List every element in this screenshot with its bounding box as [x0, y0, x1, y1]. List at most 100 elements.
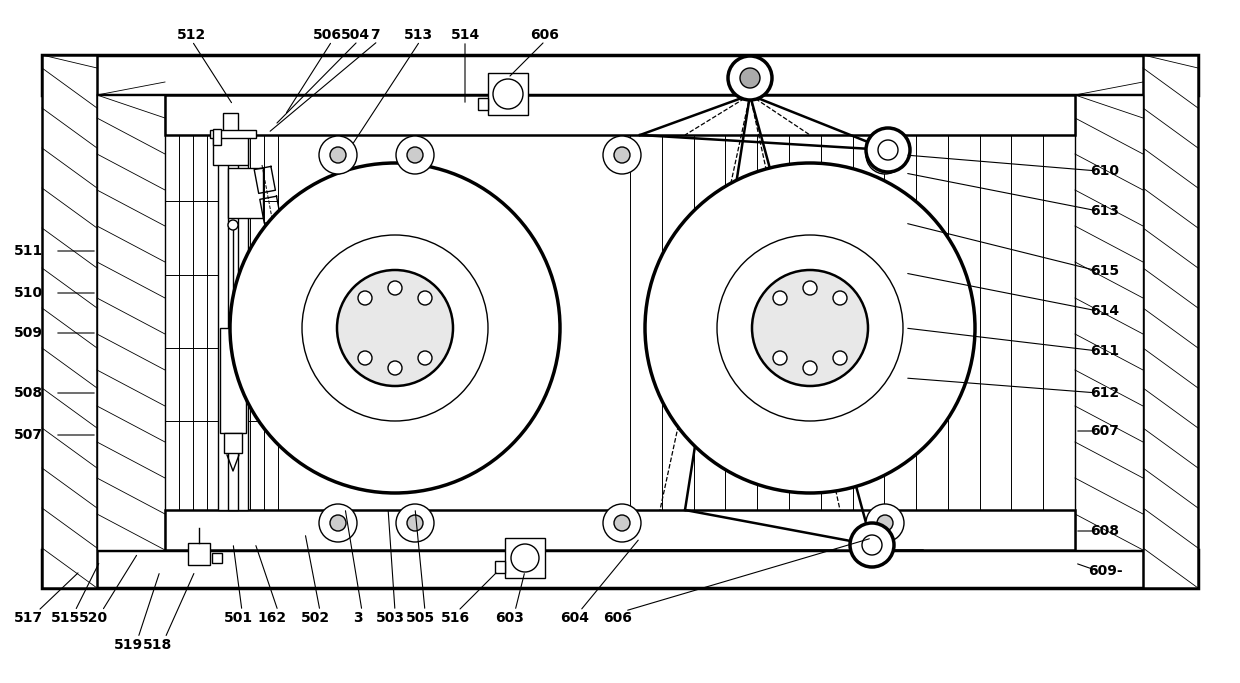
Text: 608: 608 [1090, 524, 1120, 538]
Text: 609-: 609- [1087, 564, 1122, 578]
Circle shape [511, 544, 539, 572]
Circle shape [833, 351, 847, 365]
Circle shape [494, 79, 523, 109]
Bar [739, 78, 761, 95]
Circle shape [877, 147, 893, 163]
Circle shape [862, 535, 882, 555]
Circle shape [866, 128, 910, 172]
Bar [97, 95, 165, 550]
Bar [213, 129, 221, 145]
Bar [210, 130, 255, 138]
Text: 504: 504 [341, 28, 370, 42]
Circle shape [396, 504, 434, 542]
Bar [1143, 55, 1198, 588]
Bar [223, 113, 238, 135]
Text: 506: 506 [312, 28, 341, 42]
Circle shape [303, 235, 489, 421]
Circle shape [358, 351, 372, 365]
Text: 604: 604 [560, 611, 589, 625]
Bar [42, 55, 97, 588]
Bar [188, 543, 210, 565]
Text: 7: 7 [371, 28, 379, 42]
Circle shape [418, 291, 432, 305]
Circle shape [228, 220, 238, 230]
Text: 510: 510 [14, 286, 42, 300]
Circle shape [407, 147, 423, 163]
Circle shape [603, 136, 641, 174]
Text: 509: 509 [14, 326, 42, 340]
Bar [42, 550, 1198, 588]
Text: 512: 512 [177, 28, 207, 42]
Circle shape [773, 291, 787, 305]
Text: 612: 612 [1090, 386, 1120, 400]
Circle shape [614, 515, 630, 531]
Text: 505: 505 [405, 611, 434, 625]
Bar [228, 135, 238, 510]
Text: 514: 514 [450, 28, 480, 42]
Circle shape [388, 361, 402, 375]
Text: 606: 606 [604, 611, 632, 625]
Text: 513: 513 [403, 28, 433, 42]
Bar [42, 55, 1198, 95]
Bar [165, 95, 1075, 135]
Circle shape [396, 136, 434, 174]
Text: 511: 511 [14, 244, 42, 258]
Circle shape [717, 235, 903, 421]
Text: 502: 502 [300, 611, 330, 625]
Bar [505, 538, 546, 578]
Text: 613: 613 [1090, 204, 1120, 218]
Bar [489, 73, 528, 115]
Circle shape [849, 523, 894, 567]
Text: 611: 611 [1090, 344, 1120, 358]
Circle shape [407, 515, 423, 531]
Bar [495, 561, 505, 573]
Text: 603: 603 [496, 611, 525, 625]
Circle shape [877, 515, 893, 531]
Bar [165, 510, 1075, 550]
Circle shape [330, 147, 346, 163]
Text: 516: 516 [440, 611, 470, 625]
Text: 520: 520 [78, 611, 108, 625]
Circle shape [603, 504, 641, 542]
Bar [477, 98, 489, 110]
Circle shape [358, 291, 372, 305]
Text: 610: 610 [1090, 164, 1120, 178]
Circle shape [833, 291, 847, 305]
Bar [182, 516, 241, 571]
Circle shape [804, 361, 817, 375]
Bar [224, 433, 242, 453]
Circle shape [388, 281, 402, 295]
Circle shape [319, 136, 357, 174]
Text: 3: 3 [353, 611, 363, 625]
Circle shape [866, 504, 904, 542]
Bar [228, 168, 263, 218]
Circle shape [319, 504, 357, 542]
Bar [1075, 95, 1143, 550]
Circle shape [330, 515, 346, 531]
Text: 607: 607 [1090, 424, 1120, 438]
Text: 519: 519 [113, 638, 143, 652]
Text: 515: 515 [51, 611, 79, 625]
Text: 508: 508 [14, 386, 42, 400]
Bar [219, 328, 246, 433]
Text: 614: 614 [1090, 304, 1120, 318]
Text: 615: 615 [1090, 264, 1120, 278]
Circle shape [614, 147, 630, 163]
Text: 503: 503 [376, 611, 404, 625]
Text: 507: 507 [14, 428, 42, 442]
Circle shape [728, 56, 773, 100]
Circle shape [418, 351, 432, 365]
Circle shape [866, 136, 904, 174]
Bar [218, 135, 248, 510]
Circle shape [804, 281, 817, 295]
Text: 162: 162 [258, 611, 286, 625]
Circle shape [878, 140, 898, 160]
Circle shape [645, 163, 975, 493]
Circle shape [337, 270, 453, 386]
Bar [212, 553, 222, 563]
Bar [498, 531, 552, 585]
Circle shape [773, 351, 787, 365]
Circle shape [751, 270, 868, 386]
Text: 518: 518 [144, 638, 172, 652]
Circle shape [740, 68, 760, 88]
